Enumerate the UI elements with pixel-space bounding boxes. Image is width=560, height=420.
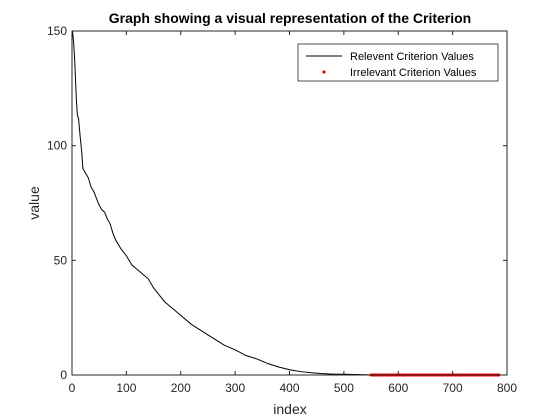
x-tick-label: 600 <box>388 381 408 395</box>
chart-title: Graph showing a visual representation of… <box>109 10 472 26</box>
y-tick-label: 0 <box>60 368 67 382</box>
plot-area <box>72 31 507 375</box>
x-tick-label: 300 <box>225 381 245 395</box>
x-tick-label: 700 <box>443 381 463 395</box>
legend-box <box>297 43 499 82</box>
y-tick-label: 50 <box>54 253 68 267</box>
legend-marker-swatch <box>322 70 326 74</box>
legend: Relevent Criterion Values Irrelevant Cri… <box>297 43 499 82</box>
x-tick-label: 500 <box>334 381 354 395</box>
relevent-criterion-line <box>72 30 372 376</box>
legend-label-relevent: Relevent Criterion Values <box>350 51 474 63</box>
x-tick-label: 100 <box>116 381 136 395</box>
x-tick-label: 400 <box>279 381 299 395</box>
y-axis-label: value <box>26 186 42 220</box>
ticks-layer: 0 100 200 300 400 500 600 700 800 0 50 100 150 <box>47 24 517 395</box>
x-axis-label: index <box>273 401 306 417</box>
legend-label-irrelevant: Irrelevant Criterion Values <box>350 67 477 79</box>
x-tick-label: 0 <box>69 381 76 395</box>
y-tick-label: 100 <box>47 139 67 153</box>
x-tick-label: 800 <box>497 381 517 395</box>
y-tick-label: 150 <box>47 24 67 38</box>
x-tick-label: 200 <box>171 381 191 395</box>
